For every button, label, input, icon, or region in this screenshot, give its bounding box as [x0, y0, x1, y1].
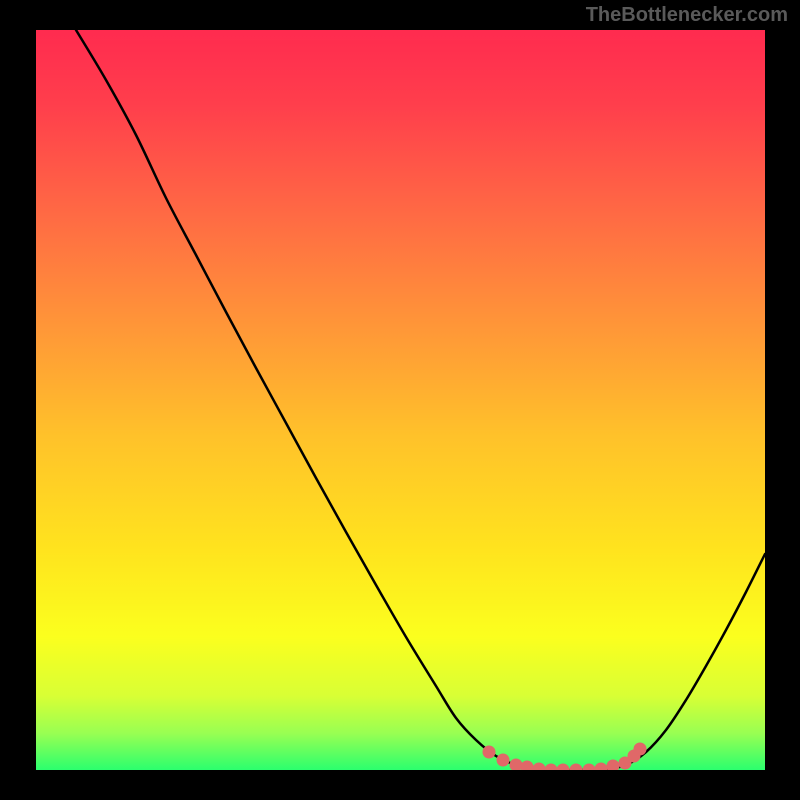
marker-dot [545, 764, 558, 771]
marker-dot [497, 754, 510, 767]
marker-dot [634, 743, 647, 756]
plot-area [36, 30, 765, 770]
marker-dot [570, 764, 583, 771]
bottleneck-curve [76, 30, 765, 770]
curve-layer [36, 30, 765, 770]
marker-dot [607, 760, 620, 771]
chart-container: TheBottlenecker.com [0, 0, 800, 800]
watermark-text: TheBottlenecker.com [586, 4, 788, 27]
marker-dot [533, 763, 546, 771]
marker-dot [595, 763, 608, 771]
marker-dot [557, 764, 570, 771]
marker-dot [483, 746, 496, 759]
marker-dot [521, 761, 534, 771]
marker-dot [583, 764, 596, 771]
marker-dot [510, 759, 523, 771]
marker-group [483, 743, 647, 771]
